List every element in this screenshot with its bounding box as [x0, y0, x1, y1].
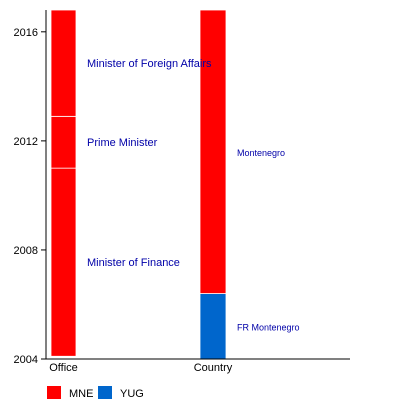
bar-segment-4: [199, 9, 227, 294]
legend-swatch-1: [98, 386, 112, 399]
y-tick-label-1: 2008: [14, 245, 38, 257]
legend: MNE YUG: [47, 386, 144, 400]
bar-segment-1: [50, 115, 77, 169]
segment-label-4: Montenegro: [237, 148, 285, 158]
x-category-label-1: Country: [194, 362, 233, 374]
legend-swatch-0: [47, 386, 61, 399]
x-category-label-0: Office: [49, 362, 78, 374]
y-tick-label-2: 2012: [14, 136, 38, 148]
bar-segment-2: [50, 9, 77, 117]
x-axis-categories: Office Country: [49, 362, 233, 374]
segment-labels-group: Minister of Finance Prime Minister Ministe…: [87, 58, 300, 332]
legend-label-0: MNE: [69, 388, 93, 400]
legend-label-1: YUG: [120, 388, 144, 400]
segment-label-0: Minister of Finance: [87, 257, 180, 269]
y-tick-label-3: 2016: [14, 27, 38, 39]
bars-group: [50, 9, 227, 360]
segment-label-2: Minister of Foreign Affairs: [87, 58, 212, 70]
bar-segment-0: [50, 167, 77, 357]
y-tick-label-0: 2004: [14, 354, 38, 366]
y-axis-ticks: 2004 2008 2012 2016: [14, 27, 46, 366]
segment-label-1: Prime Minister: [87, 137, 158, 149]
bar-segment-3: [199, 293, 227, 360]
segment-label-3: FR Montenegro: [237, 322, 300, 332]
